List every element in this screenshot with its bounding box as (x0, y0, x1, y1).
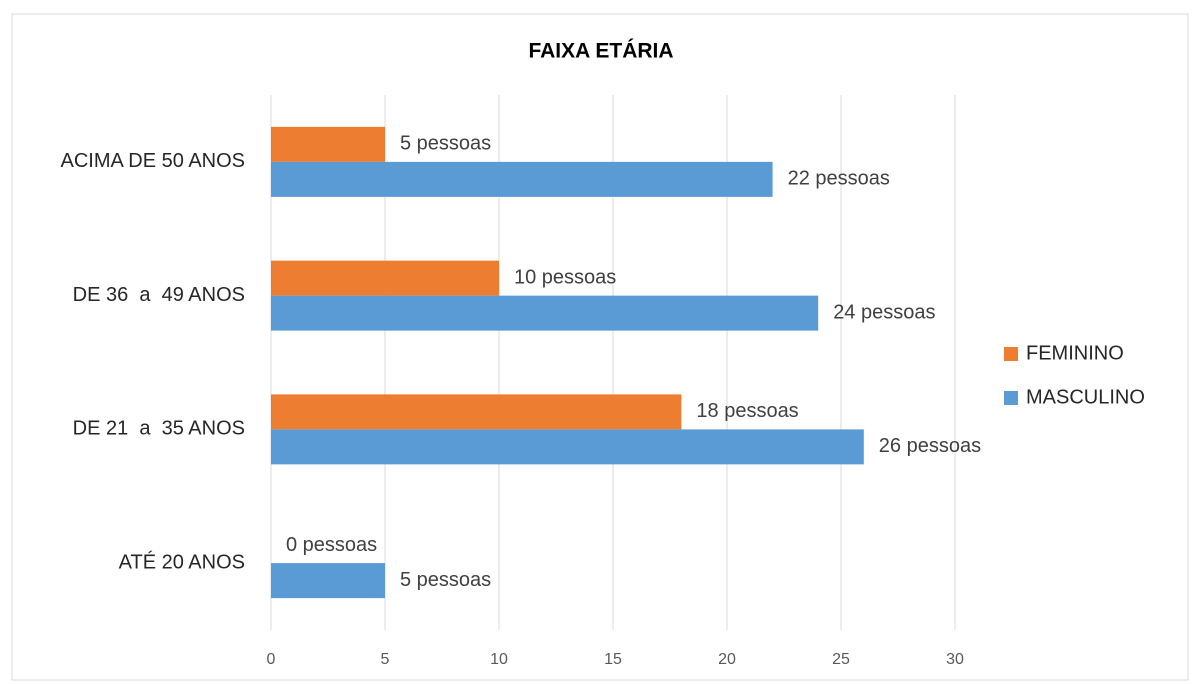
y-tick-label: DE 21 a 35 ANOS (73, 418, 245, 440)
x-tick-label: 30 (946, 651, 964, 668)
bar (271, 394, 682, 430)
y-tick-label: DE 36 a 49 ANOS (73, 284, 245, 306)
x-tick-label: 25 (832, 651, 850, 668)
data-label: 0 pessoas (286, 534, 377, 556)
data-label: 22 pessoas (788, 168, 890, 190)
data-label: 24 pessoas (833, 301, 935, 323)
y-tick-label: ATÉ 20 ANOS (119, 550, 245, 573)
bar (271, 563, 385, 599)
x-tick-label: 15 (604, 651, 622, 668)
legend-swatch (1004, 347, 1018, 361)
data-label: 18 pessoas (696, 400, 798, 422)
data-label: 26 pessoas (879, 435, 981, 457)
legend-label: MASCULINO (1026, 386, 1145, 408)
data-label: 5 pessoas (400, 133, 491, 155)
legend-swatch (1004, 391, 1018, 405)
chart-title: FAIXA ETÁRIA (528, 40, 673, 63)
legend-label: FEMININO (1026, 342, 1124, 364)
data-label: 5 pessoas (400, 569, 491, 591)
x-tick-label: 20 (718, 651, 736, 668)
bar (271, 295, 819, 331)
bar (271, 260, 499, 296)
x-tick-label: 5 (381, 651, 390, 668)
chart-frame (11, 13, 1189, 681)
bar (271, 161, 773, 197)
y-tick-label: ACIMA DE 50 ANOS (60, 150, 245, 172)
data-label: 10 pessoas (514, 266, 616, 288)
bar (271, 126, 385, 162)
bar (271, 429, 864, 465)
x-tick-label: 10 (490, 651, 508, 668)
x-tick-label: 0 (267, 651, 276, 668)
